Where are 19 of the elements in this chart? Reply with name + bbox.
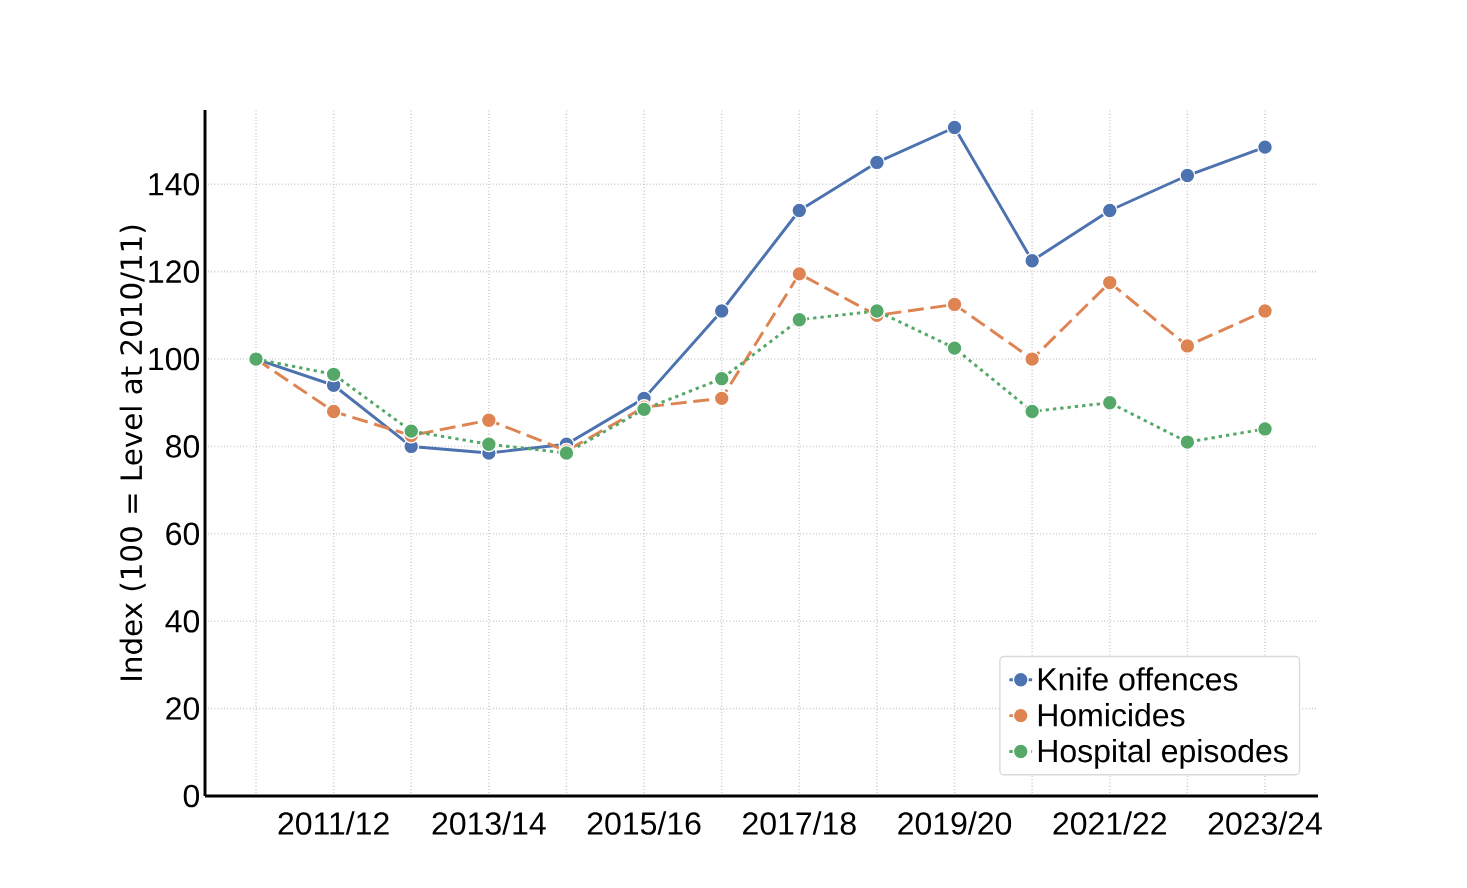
y-tick-label: 80	[166, 435, 200, 458]
legend-label: Homicides	[1038, 703, 1185, 727]
y-tick-label: 140	[149, 172, 200, 196]
y-tick-label: 100	[149, 347, 200, 371]
y-tick-label: 40	[165, 609, 200, 633]
x-tick-label: 2017/18	[743, 811, 856, 835]
y-tick-label: 120	[149, 260, 200, 283]
x-tick-label: 2021/22	[1053, 811, 1166, 835]
x-tick-label: 2015/16	[587, 811, 701, 835]
y-tick-label: 60	[166, 522, 200, 546]
legend-label: Hospital episodes	[1038, 738, 1288, 769]
y-tick-label: 0	[183, 784, 200, 808]
y-axis-title: Index (100 = Level at 2010/11)	[119, 225, 146, 680]
x-tick-label: 2013/14	[432, 811, 546, 835]
x-tick-label: 2023/24	[1208, 811, 1322, 835]
x-tick-label: 2011/12	[278, 811, 389, 835]
legend-label: Knife offences	[1038, 667, 1238, 691]
y-tick-label: 20	[166, 697, 200, 720]
x-tick-label: 2019/20	[898, 811, 1012, 835]
